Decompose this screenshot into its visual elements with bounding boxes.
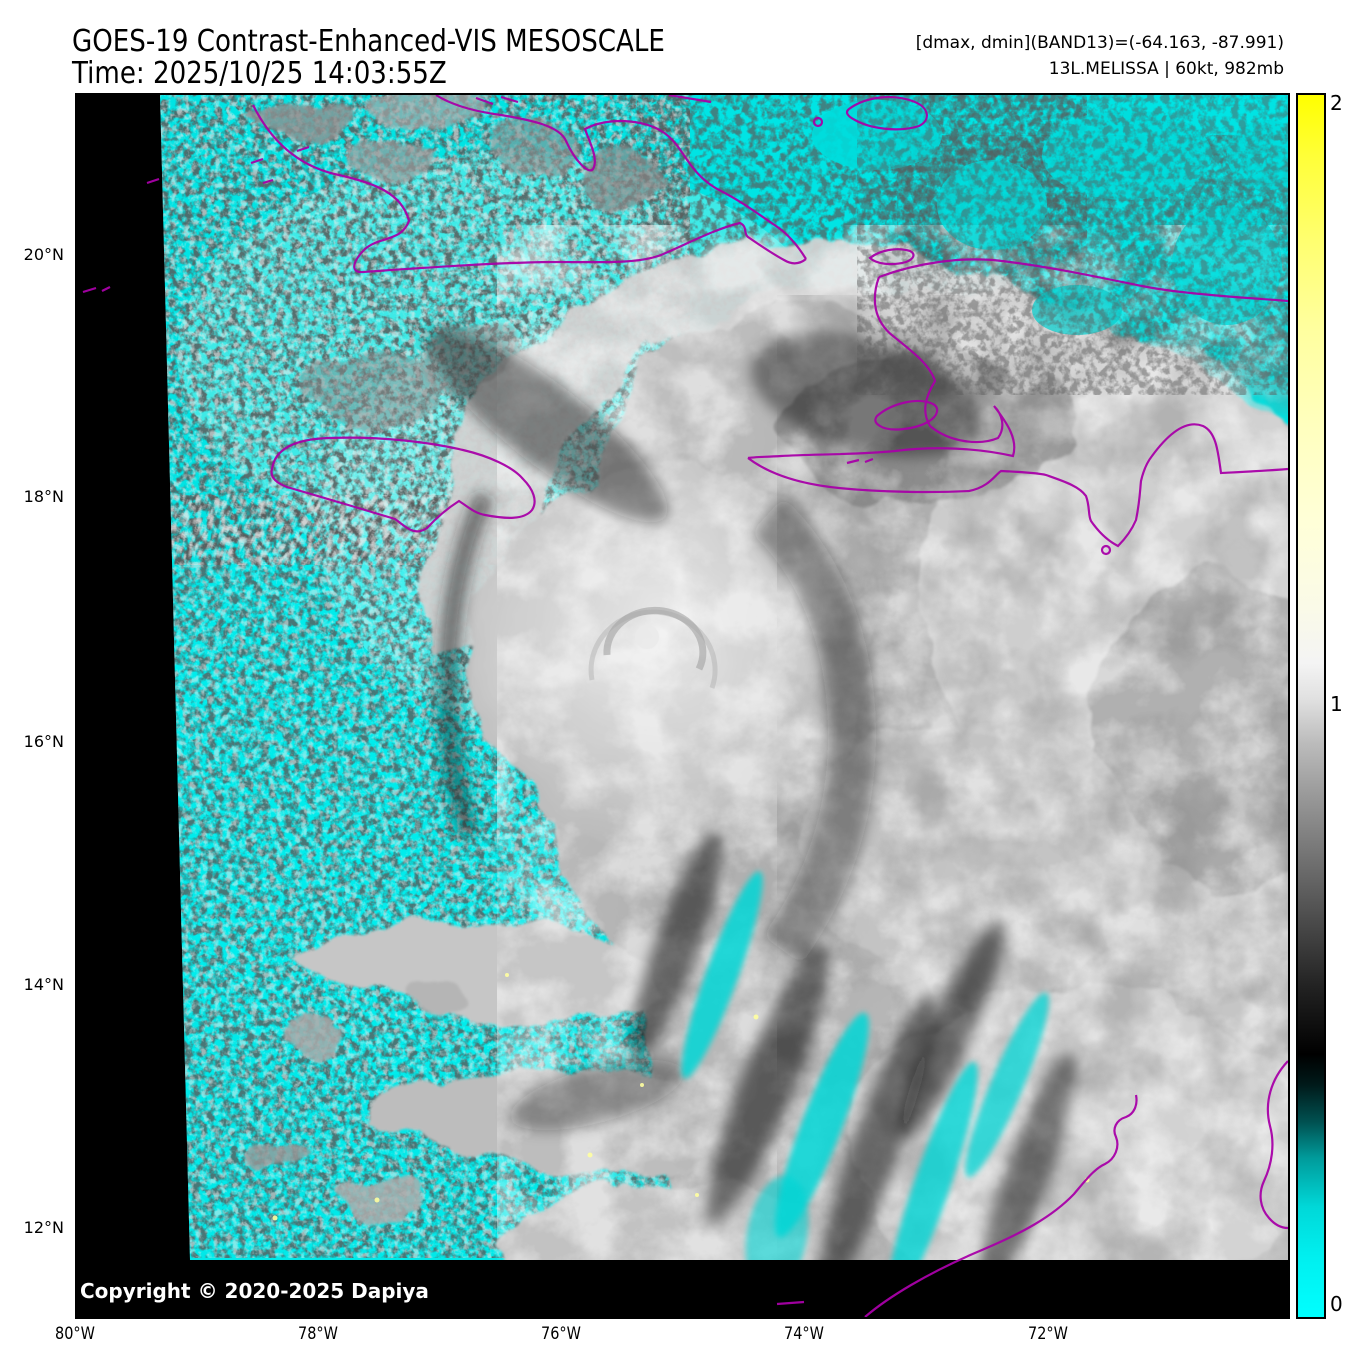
- lat-tick-16n: 16°N: [23, 732, 64, 751]
- map-plot: Copyright © 2020-2025 Dapiya: [75, 93, 1290, 1319]
- lat-tick-12n: 12°N: [23, 1218, 64, 1237]
- coastline-south-america: [864, 1094, 1138, 1317]
- coastline-hispaniola-north: [878, 258, 1288, 303]
- rainband-gaps: [681, 871, 1049, 1260]
- lat-tick-14n: 14°N: [23, 975, 64, 994]
- satellite-data-region: [160, 95, 1288, 1260]
- copyright-notice: Copyright © 2020-2025 Dapiya: [80, 1279, 429, 1303]
- lon-tick-78w: 78°W: [298, 1324, 338, 1344]
- coastline-cayman-islands: [82, 177, 160, 294]
- lon-tick-80w: 80°W: [55, 1324, 95, 1344]
- colorbar-label-mid: 1: [1330, 692, 1343, 716]
- lon-tick-72w: 72°W: [1028, 1324, 1068, 1344]
- colorbar: [1296, 93, 1326, 1319]
- band-range-info: [dmax, dmin](BAND13)=(-64.163, -87.991): [915, 33, 1284, 53]
- lon-tick-74w: 74°W: [784, 1324, 824, 1344]
- satellite-image: [77, 95, 1288, 1317]
- storm-info: 13L.MELISSA | 60kt, 982mb: [1048, 59, 1284, 79]
- colorbar-label-max: 2: [1330, 91, 1343, 115]
- colorbar-label-min: 0: [1330, 1292, 1343, 1316]
- enhanced-cloud-tops: [272, 973, 1090, 1221]
- coastline-gonave-island: [874, 399, 939, 431]
- coastlines: [82, 95, 1288, 1317]
- lat-tick-18n: 18°N: [23, 487, 64, 506]
- coastline-jamaica: [270, 436, 536, 533]
- coastline-cuba-south: [252, 104, 807, 274]
- hurricane-eye: [588, 606, 718, 689]
- coastline-tortuga-island: [868, 248, 915, 266]
- coastline-great-inagua: [845, 96, 928, 131]
- lon-tick-76w: 76°W: [541, 1324, 581, 1344]
- lat-tick-20n: 20°N: [23, 245, 64, 264]
- timestamp: Time: 2025/10/25 14:03:55Z: [72, 56, 447, 91]
- header-annotations: [dmax, dmin](BAND13)=(-64.163, -87.991) …: [916, 30, 1284, 82]
- coastline-cuba-north: [435, 95, 807, 260]
- page-title: GOES-19 Contrast-Enhanced-VIS MESOSCALE: [72, 24, 665, 59]
- top-right-ocean-patches: [812, 95, 1288, 395]
- coastline-hispaniola-south: [747, 423, 1288, 548]
- coastline-hispaniola-west: [747, 276, 1016, 460]
